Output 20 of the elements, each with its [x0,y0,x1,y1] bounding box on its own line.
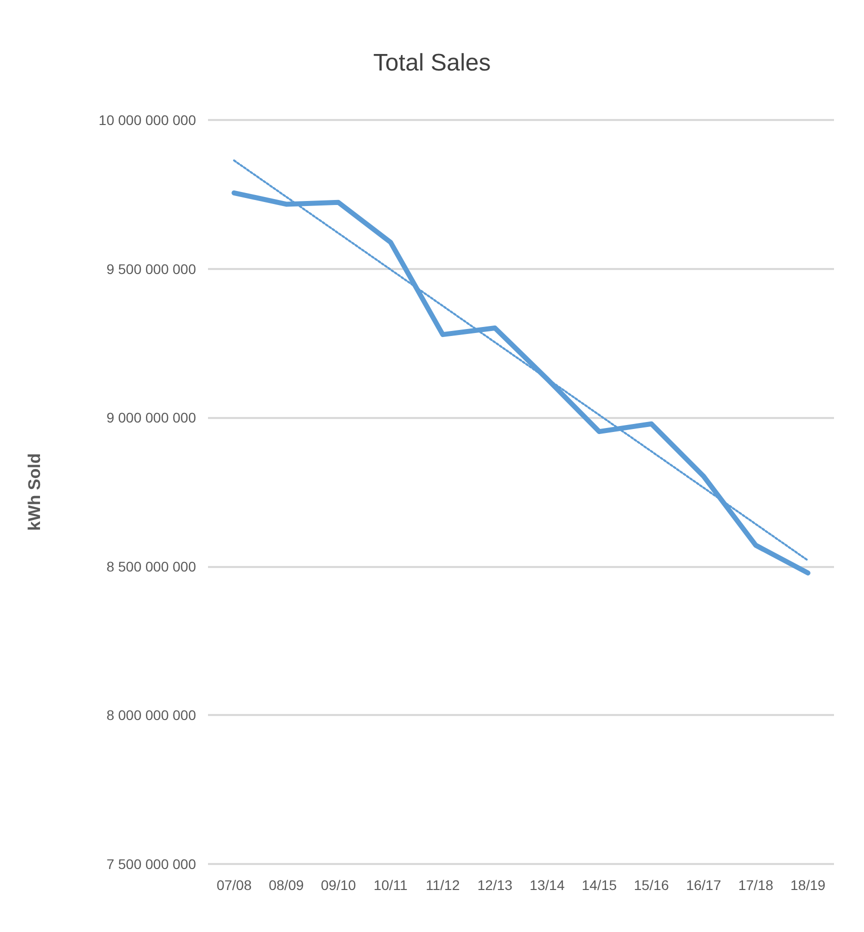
y-axis-title: kWh Sold [25,453,44,531]
x-tick-label: 18/19 [790,877,826,893]
x-tick-label: 09/10 [320,877,356,893]
x-tick-label: 08/09 [268,877,304,893]
x-tick-label: 10/11 [374,877,408,893]
x-tick-label: 14/15 [582,877,617,893]
x-tick-label: 13/14 [530,877,565,893]
x-tick-label: 17/18 [738,877,774,893]
y-tick-label: 8 000 000 000 [106,707,196,724]
y-tick-label: 9 000 000 000 [106,410,196,426]
y-tick-label: 9 500 000 000 [106,260,196,277]
y-tick-label: 10 000 000 000 [98,112,196,128]
x-tick-label: 12/13 [477,877,513,893]
y-tick-label: 7 500 000 000 [106,856,196,872]
x-tick-label: 16/17 [686,877,722,893]
y-tick-label: 8 500 000 000 [106,558,196,574]
x-tick-label: 15/16 [634,877,670,893]
x-tick-label: 11/12 [426,877,460,893]
x-tick-label: 07/08 [216,877,252,893]
chart-title: Total Sales [373,50,491,76]
